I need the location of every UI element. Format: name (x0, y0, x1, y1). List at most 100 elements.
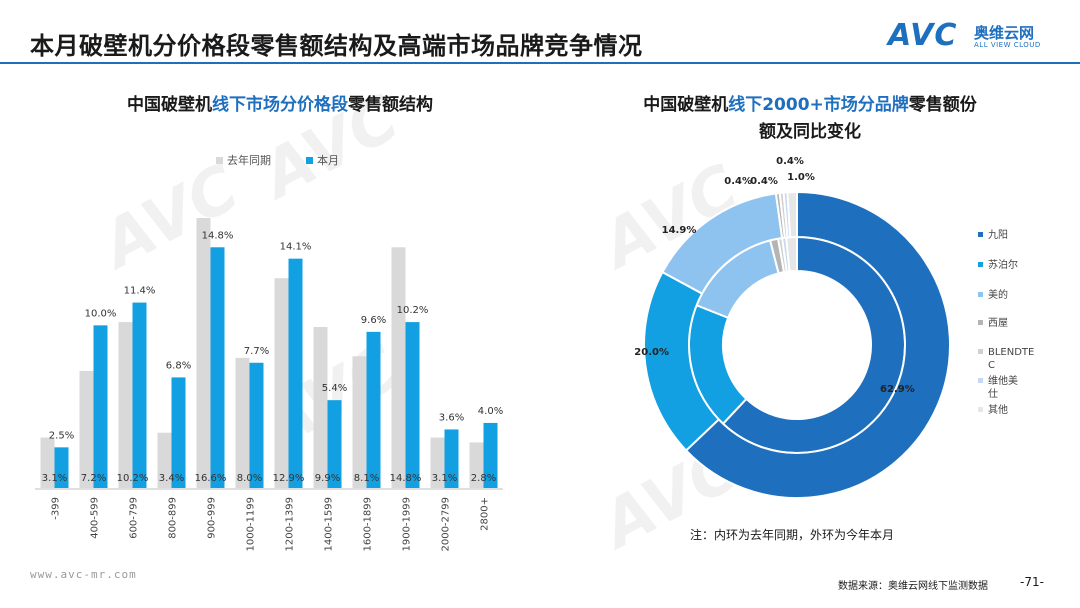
donut-data-label: 1.0% (787, 172, 815, 183)
bar-current (249, 362, 264, 488)
category-label: 400-599 (90, 497, 101, 539)
donut-legend-label: C (988, 360, 995, 371)
donut-legend-label: 美的 (988, 288, 1008, 301)
donut-legend-label: BLENDTE (988, 347, 1034, 358)
bar-prior-label: 7.2% (81, 473, 106, 484)
bar-prior-label: 16.6% (195, 473, 227, 484)
donut-data-label: 0.4% (750, 176, 778, 187)
category-label: 800-899 (168, 497, 179, 539)
donut-legend-label: 维他美 (988, 374, 1018, 387)
donut-data-label: 0.4% (724, 176, 752, 187)
bar-current (171, 377, 186, 488)
bar-current (93, 325, 108, 488)
bar-prior (157, 432, 172, 488)
logo-cn-text: 奥维云网 (974, 24, 1035, 42)
donut-title-part: 零售额份 (908, 95, 977, 115)
donut-data-label: 62.9% (880, 384, 915, 395)
legend-label-prior: 去年同期 (227, 153, 271, 167)
donut-legend-label: 西屋 (988, 317, 1008, 329)
bar-prior (40, 437, 55, 488)
bar-current (366, 331, 381, 488)
bar-current-label: 14.8% (202, 230, 234, 241)
donut-legend-swatch (978, 349, 983, 354)
legend-swatch-current (306, 157, 313, 164)
donut-title-part: 额及同比变化 (759, 122, 861, 142)
bar-current-label: 7.7% (244, 346, 269, 357)
bar-prior-label: 3.1% (432, 473, 457, 484)
donut-chart-title: 中国破壁机线下2000+市场分品牌零售额份额及同比变化 (600, 92, 1020, 146)
bar-prior-label: 14.8% (390, 473, 422, 484)
bar-current (54, 447, 69, 488)
bar-prior-label: 8.0% (237, 473, 262, 484)
bar-current-label: 14.1% (280, 242, 312, 253)
bar-prior (118, 322, 133, 488)
bar-current-label: 10.2% (397, 305, 429, 316)
bar-prior-label: 8.1% (354, 473, 379, 484)
donut-legend-swatch (978, 378, 983, 383)
footer-site: www.avc-mr.com (30, 568, 137, 581)
bar-current-label: 11.4% (124, 286, 156, 297)
category-label: 600-799 (129, 497, 140, 539)
bar-prior (313, 326, 328, 488)
category-label: 1000-1199 (246, 497, 257, 552)
logo-avc-text: AVC (888, 18, 958, 53)
bar-current (483, 422, 498, 488)
category-label: 900-999 (207, 497, 218, 539)
bar-current-label: 6.8% (166, 360, 191, 371)
donut-legend-swatch (978, 292, 983, 297)
donut-legend-label: 其他 (988, 403, 1008, 416)
bar-current (210, 247, 225, 488)
donut-data-label: 0.4% (776, 156, 804, 167)
chart-note: 注：内环为去年同期，外环为今年本月 (690, 528, 895, 542)
category-label: 1400-1599 (324, 497, 335, 552)
bar-prior (196, 218, 211, 488)
bar-prior-label: 3.4% (159, 473, 184, 484)
logo-en-text: ALL VIEW CLOUD (974, 41, 1041, 49)
donut-title-highlight: 线下2000+市场分品牌 (728, 95, 909, 115)
donut-legend-swatch (978, 232, 983, 237)
donut-legend-swatch (978, 407, 983, 412)
page-title: 本月破壁机分价格段零售额结构及高端市场品牌竞争情况 (30, 32, 643, 60)
donut-legend-swatch (978, 320, 983, 325)
bar-prior (352, 356, 367, 488)
bar-prior (235, 357, 250, 488)
bar-current-label: 5.4% (322, 383, 347, 394)
bar-chart-title: 中国破壁机线下市场分价格段零售额结构 (60, 92, 500, 119)
bar-prior (274, 278, 289, 488)
category-label: 1200-1399 (285, 497, 296, 552)
avc-logo: AVC 奥维云网 ALL VIEW CLOUD (888, 18, 1058, 56)
category-label: 1900-1999 (402, 497, 413, 552)
category-label: 2000-2799 (441, 497, 452, 552)
outer-ring-slice (684, 190, 951, 499)
legend-label-current: 本月 (317, 153, 339, 167)
bar-title-part: 零售额结构 (348, 95, 433, 115)
bar-current (405, 322, 420, 488)
bar-prior (391, 247, 406, 488)
bar-current (132, 302, 147, 488)
bar-current-label: 10.0% (85, 308, 117, 319)
bar-current (444, 429, 459, 488)
donut-legend-label: 九阳 (988, 229, 1008, 241)
outer-ring-slice (786, 190, 798, 239)
bar-title-part: 中国破壁机 (127, 95, 212, 115)
bar-current-label: 3.6% (439, 412, 464, 423)
bar-current-label: 4.0% (478, 406, 503, 417)
bar-prior (430, 437, 445, 488)
donut-data-label: 14.9% (662, 225, 697, 236)
bar-current (288, 258, 303, 488)
legend-swatch-prior (216, 157, 223, 164)
bar-prior (469, 442, 484, 488)
donut-data-label: 20.0% (634, 347, 669, 358)
bar-prior-label: 9.9% (315, 473, 340, 484)
bar-current-label: 9.6% (361, 315, 386, 326)
bar-prior-label: 3.1% (42, 473, 67, 484)
category-label: 1600-1899 (363, 497, 374, 552)
bar-prior-label: 12.9% (273, 473, 305, 484)
category-label: 2800+ (480, 497, 491, 531)
bar-prior-label: 2.8% (471, 473, 496, 484)
donut-title-part: 中国破壁机 (643, 95, 729, 115)
bar-prior-label: 10.2% (117, 473, 149, 484)
bar-prior (79, 370, 94, 488)
donut-legend-label: 苏泊尔 (988, 258, 1018, 271)
